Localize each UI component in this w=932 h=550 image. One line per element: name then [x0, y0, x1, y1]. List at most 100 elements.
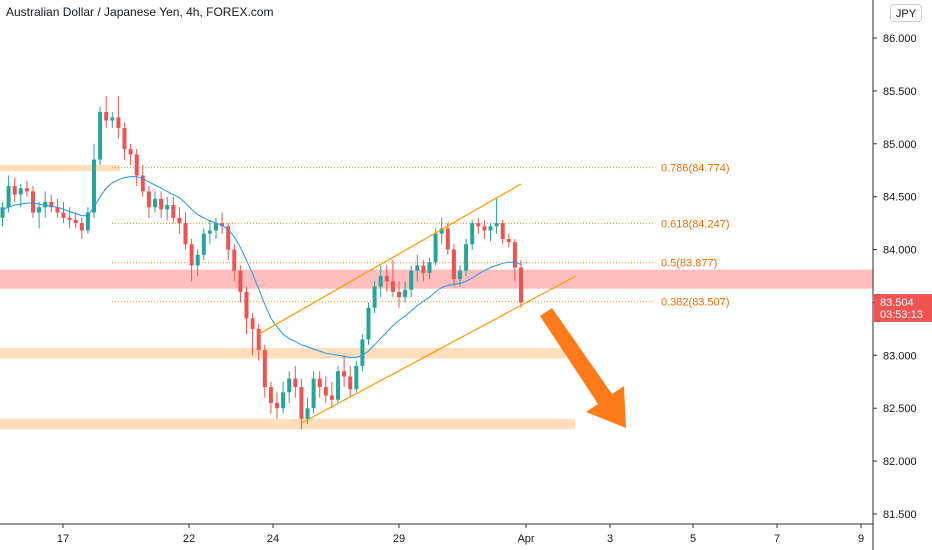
- bearish-candle: [275, 402, 279, 409]
- bearish-candle: [421, 265, 426, 273]
- time-tick-label: 24: [267, 533, 279, 545]
- bullish-candle: [6, 186, 11, 208]
- bullish-candle: [433, 233, 438, 263]
- bearish-candle: [445, 228, 450, 250]
- time-tick-label: 3: [607, 533, 613, 545]
- bearish-candle: [104, 112, 109, 121]
- bearish-candle: [226, 226, 231, 250]
- bullish-candle: [458, 270, 462, 280]
- bearish-candle: [323, 387, 328, 396]
- support-zone: [0, 418, 575, 430]
- bullish-candle: [195, 254, 200, 266]
- bullish-candle: [287, 378, 292, 393]
- bearish-candle: [61, 212, 66, 218]
- bearish-candle: [250, 318, 255, 329]
- price-axis[interactable]: 86.00085.50085.00084.50084.00083.50083.0…: [873, 33, 917, 521]
- bearish-candle: [31, 191, 35, 213]
- bullish-candle: [464, 244, 469, 271]
- bearish-candle: [256, 328, 261, 351]
- bearish-candle: [397, 291, 401, 298]
- time-tick-label: 29: [393, 533, 405, 545]
- bullish-candle: [488, 226, 493, 231]
- time-tick-label: 7: [774, 533, 780, 545]
- bearish-candle: [329, 395, 334, 400]
- bearish-candle: [134, 154, 139, 176]
- price-channel: [258, 183, 577, 424]
- bearish-candle: [238, 270, 243, 292]
- bullish-candle: [336, 371, 340, 400]
- fib-level-label: 0.382(83.507): [661, 297, 730, 309]
- bearish-candle: [159, 198, 164, 210]
- bullish-candle: [378, 276, 383, 287]
- bullish-candle: [366, 307, 371, 340]
- bar-countdown: 03:53:13: [880, 309, 923, 321]
- bullish-candle: [201, 233, 206, 255]
- time-tick-label: Apr: [517, 533, 534, 545]
- bearish-candle: [342, 371, 347, 377]
- bearish-candle: [232, 249, 237, 271]
- bullish-candle: [403, 289, 408, 298]
- bearish-candle: [73, 219, 78, 224]
- bearish-candle: [177, 217, 182, 224]
- bearish-candle: [122, 127, 127, 150]
- resistance-zone: [0, 269, 873, 289]
- bullish-candle: [311, 378, 316, 409]
- bullish-candle: [37, 207, 42, 213]
- price-zones: [0, 164, 873, 430]
- channel-lower-line: [301, 275, 577, 424]
- bullish-candle: [439, 228, 444, 234]
- bullish-candle: [305, 408, 310, 419]
- bearish-candle: [384, 276, 389, 282]
- price-tick-label: 83.000: [883, 350, 917, 362]
- bearish-candle: [451, 249, 456, 280]
- price-tick-label: 84.500: [883, 192, 917, 204]
- bearish-candle: [244, 291, 249, 319]
- fib-level-label: 0.618(84.247): [661, 218, 730, 230]
- fibonacci-levels: 0.786(84.774) 0.618(84.247) 0.5(83.877) 0.3…: [112, 163, 730, 309]
- bearish-candle: [183, 223, 188, 245]
- bullish-candle: [110, 117, 115, 121]
- bullish-candle: [409, 270, 414, 290]
- bullish-candle: [494, 223, 499, 227]
- bullish-candle: [98, 112, 103, 160]
- bearish-candle: [293, 378, 298, 388]
- bullish-candle: [427, 262, 432, 273]
- forecast-arrow-shape: [540, 308, 626, 428]
- bearish-candle: [476, 223, 481, 227]
- time-tick-label: 17: [57, 533, 69, 545]
- bullish-candle: [415, 265, 420, 271]
- support-zone: [0, 347, 565, 359]
- time-tick-label: 9: [858, 533, 864, 545]
- bearish-candle: [171, 205, 176, 218]
- price-tick-label: 86.000: [883, 33, 917, 45]
- last-price-tag: 83.504 03:53:13: [874, 294, 932, 322]
- price-tick-label: 82.000: [883, 456, 917, 468]
- bullish-candle: [153, 198, 157, 208]
- bearish-candle: [24, 188, 29, 192]
- moving-average-line: [2, 176, 522, 358]
- bearish-candle: [12, 186, 17, 195]
- bullish-candle: [0, 207, 5, 218]
- bearish-candle: [49, 201, 54, 208]
- bearish-candle: [116, 117, 121, 128]
- bearish-candle: [128, 149, 133, 155]
- bearish-candle: [79, 223, 84, 231]
- time-tick-label: 5: [690, 533, 696, 545]
- chart-title: Australian Dollar / Japanese Yen, 4h, FO…: [6, 5, 273, 19]
- time-tick-label: 22: [183, 533, 195, 545]
- bearish-candle: [348, 376, 353, 390]
- moving-average: [2, 176, 522, 358]
- bullish-candle: [470, 223, 475, 245]
- bearish-candle: [299, 387, 304, 419]
- currency-button[interactable]: JPY: [890, 4, 922, 22]
- bearish-candle: [317, 378, 322, 388]
- time-axis[interactable]: 17 22 24 29 Apr 3 5 7 9: [57, 524, 864, 545]
- bullish-candle: [207, 230, 212, 234]
- bearish-candle: [262, 350, 267, 388]
- price-tick-label: 81.500: [883, 509, 917, 521]
- bearish-candle: [55, 207, 60, 213]
- fib-level-label: 0.5(83.877): [661, 258, 717, 270]
- bullish-candle: [360, 339, 365, 366]
- support-zone: [0, 164, 120, 172]
